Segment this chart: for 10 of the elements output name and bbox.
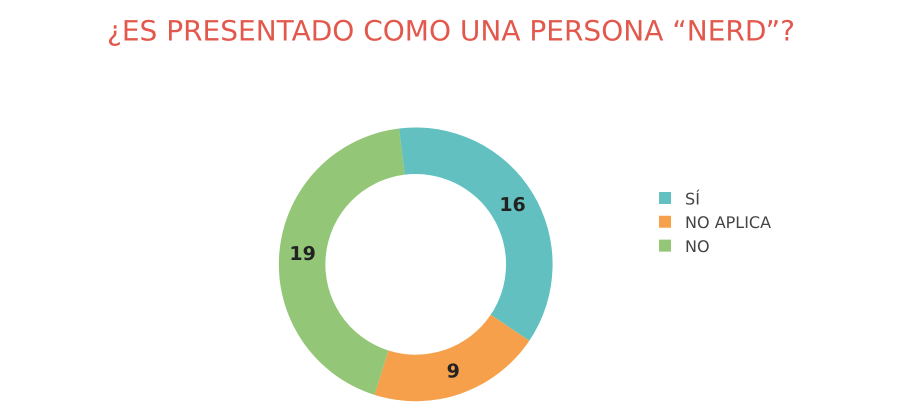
- legend-label: NO: [685, 236, 710, 256]
- data-label: 16: [499, 194, 526, 216]
- chart-title: ¿ES PRESENTADO COMO UNA PERSONA “NERD”?: [106, 14, 796, 48]
- legend-label: NO APLICA: [685, 213, 772, 232]
- legend-label: SÍ: [685, 189, 700, 208]
- donut-slice: [278, 128, 405, 395]
- donut-slice: [374, 314, 530, 402]
- data-label: 9: [446, 360, 460, 383]
- donut-slice: [399, 127, 552, 341]
- data-label: 19: [289, 242, 316, 265]
